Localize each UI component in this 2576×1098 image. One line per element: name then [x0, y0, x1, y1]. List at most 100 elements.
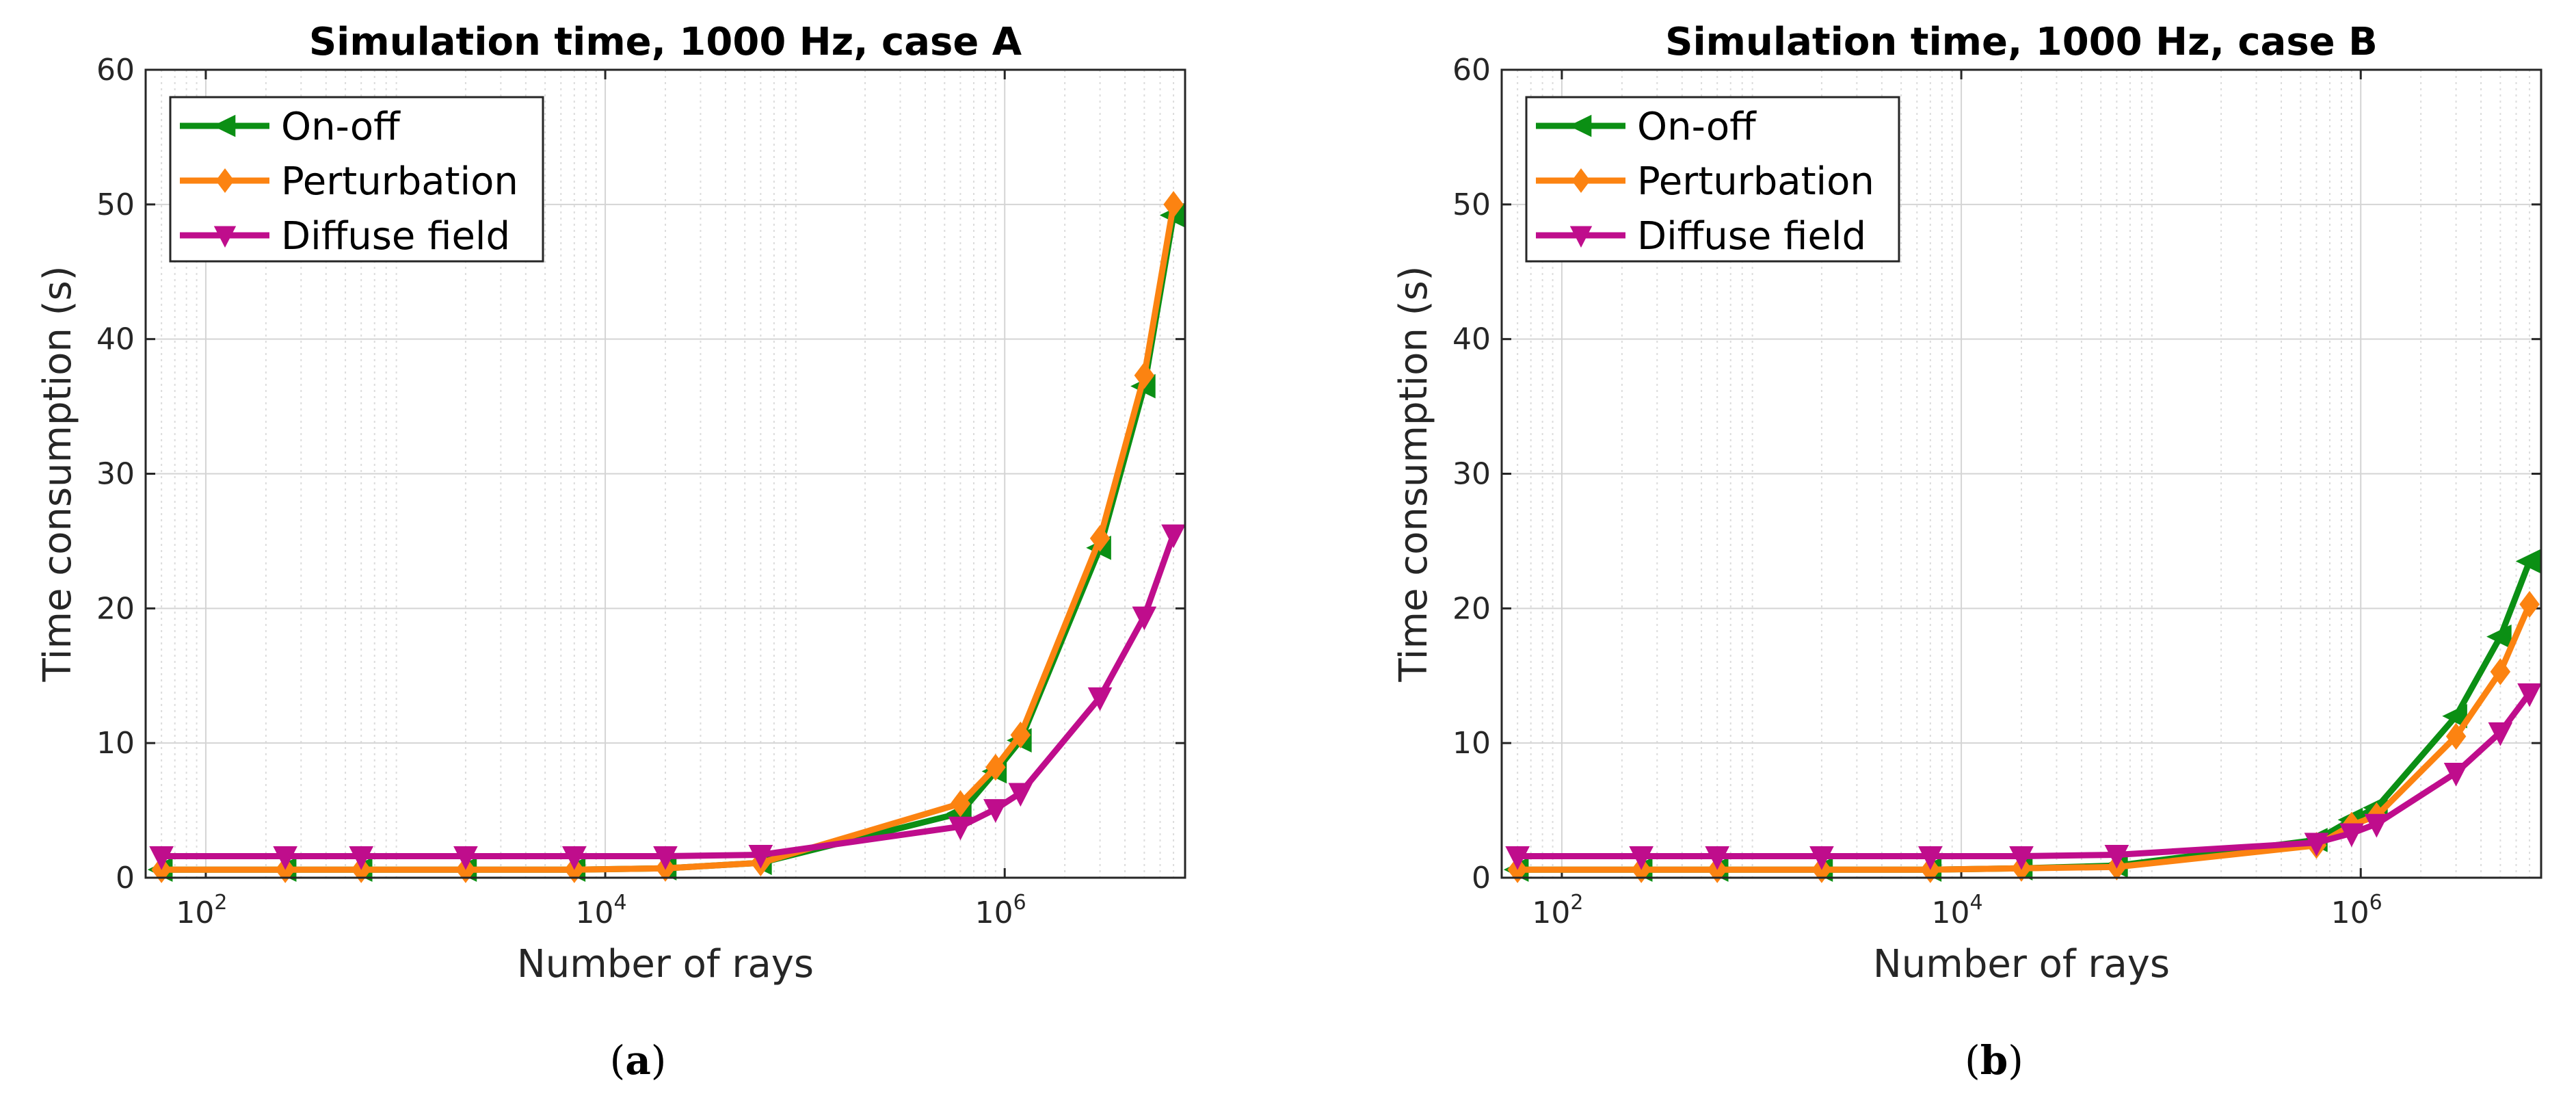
- data-point: [748, 845, 773, 869]
- legend-label: Diffuse field: [281, 214, 510, 259]
- legend-item: On-off: [180, 105, 401, 149]
- x-tick-exponent: 4: [1970, 891, 1983, 915]
- x-tick-label: 104: [576, 891, 627, 930]
- data-point: [2488, 722, 2513, 746]
- panel-caption-letter: b: [1980, 1037, 2008, 1084]
- legend-marker: [1571, 168, 1591, 193]
- y-tick-label: 0: [116, 861, 135, 896]
- panel-caption-letter: a: [625, 1037, 651, 1084]
- x-tick-label: 104: [1932, 891, 1983, 930]
- legend: On-off Perturbation Diffuse field: [169, 96, 544, 263]
- y-axis-label: Time consumption (s): [36, 265, 80, 682]
- data-point: [1010, 721, 1031, 749]
- data-point: [1163, 191, 1184, 218]
- legend-label: Perturbation: [1637, 159, 1874, 204]
- x-tick-base: 10: [1932, 896, 1970, 930]
- data-point: [1917, 846, 1943, 870]
- panel-caption: (a): [610, 1037, 667, 1084]
- panel-caption: (b): [1965, 1037, 2023, 1084]
- legend-item: Perturbation: [1536, 159, 1874, 204]
- data-point: [2515, 549, 2541, 574]
- legend-item: On-off: [1536, 105, 1757, 149]
- x-tick-exponent: 2: [1570, 891, 1583, 915]
- data-point: [1089, 525, 1111, 552]
- y-tick-label: 50: [96, 187, 135, 222]
- data-point: [2009, 846, 2034, 870]
- x-tick-label: 102: [176, 891, 227, 930]
- data-point: [1132, 606, 1157, 631]
- data-point: [1705, 846, 1730, 870]
- x-axis-ticks: 102 104 106: [176, 70, 1026, 930]
- data-point: [2104, 845, 2129, 869]
- data-point: [2486, 624, 2512, 649]
- chart-title: Simulation time, 1000 Hz, case B: [1665, 20, 2378, 64]
- axes-box: [1500, 68, 2542, 879]
- x-tick-base: 10: [975, 896, 1013, 930]
- legend-label: On-off: [1637, 105, 1757, 149]
- data-point: [273, 846, 297, 870]
- legend-marker: [213, 114, 236, 138]
- legend-marker: [213, 226, 237, 248]
- legend-marker: [215, 168, 235, 193]
- data-point: [453, 846, 478, 870]
- y-tick-label: 30: [96, 457, 135, 492]
- y-tick-label: 40: [96, 322, 135, 357]
- legend-marker: [1569, 226, 1593, 248]
- data-point: [2517, 683, 2542, 707]
- data-point: [2364, 813, 2389, 838]
- x-tick-label: 106: [2331, 891, 2382, 930]
- data-point: [983, 799, 1008, 823]
- legend-item: Diffuse field: [1536, 214, 1866, 259]
- data-point: [2339, 823, 2364, 848]
- data-point: [653, 846, 678, 870]
- x-tick-base: 10: [576, 896, 614, 930]
- legend-label: On-off: [281, 105, 401, 149]
- chart-title: Simulation time, 1000 Hz, case A: [309, 20, 1022, 64]
- x-tick-base: 10: [176, 896, 214, 930]
- y-tick-label: 0: [1472, 861, 1491, 896]
- data-point: [1134, 362, 1155, 389]
- data-point: [561, 846, 587, 870]
- legend-marker: [1569, 114, 1592, 138]
- data-point: [2445, 722, 2467, 750]
- data-point: [2519, 590, 2540, 618]
- y-tick-label: 40: [1452, 322, 1491, 357]
- data-point: [948, 816, 973, 841]
- y-tick-label: 50: [1452, 187, 1491, 222]
- data-point: [2443, 762, 2469, 787]
- legend: On-off Perturbation Diffuse field: [1525, 96, 1900, 263]
- y-tick-label: 20: [1452, 591, 1491, 626]
- x-axis-ticks: 102 104 106: [1532, 70, 2382, 930]
- data-point: [149, 846, 174, 870]
- data-point: [1809, 846, 1834, 870]
- data-point: [1087, 687, 1113, 711]
- axes-box: [144, 68, 1186, 879]
- data-point: [950, 790, 971, 818]
- x-tick-exponent: 2: [214, 891, 227, 915]
- data-point: [2490, 658, 2511, 685]
- legend-label: Diffuse field: [1637, 214, 1866, 259]
- x-tick-exponent: 4: [614, 891, 627, 915]
- y-tick-label: 30: [1452, 457, 1491, 492]
- y-tick-label: 60: [1452, 53, 1491, 88]
- y-tick-label: 20: [96, 591, 135, 626]
- data-point: [1629, 846, 1654, 870]
- y-axis-ticks: 0 10 20 30 40 50 60: [1452, 53, 2541, 896]
- data-point: [2304, 833, 2329, 857]
- series-diffuse-field: [149, 524, 1186, 870]
- x-tick-label: 106: [975, 891, 1026, 930]
- data-point: [1008, 783, 1033, 807]
- legend-item: Perturbation: [180, 159, 518, 204]
- x-tick-base: 10: [1532, 896, 1570, 930]
- x-tick-exponent: 6: [1013, 891, 1026, 915]
- major-grid: [1502, 70, 2541, 878]
- data-point: [1161, 524, 1186, 549]
- data-point: [349, 846, 374, 870]
- y-axis-label: Time consumption (s): [1392, 265, 1436, 682]
- legend-label: Perturbation: [281, 159, 518, 204]
- x-axis-label: Number of rays: [517, 942, 814, 986]
- y-tick-label: 10: [1452, 726, 1491, 761]
